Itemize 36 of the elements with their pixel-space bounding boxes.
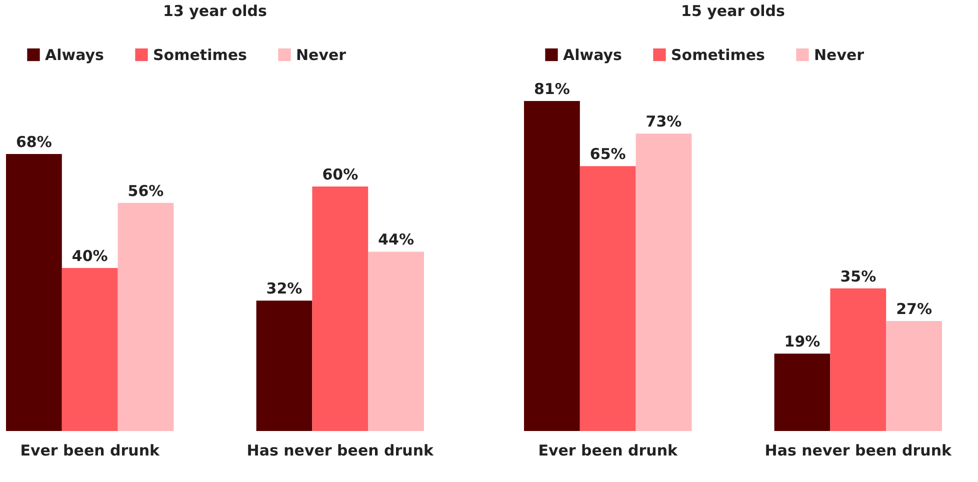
bar (636, 134, 692, 431)
data-label: 35% (840, 267, 876, 286)
legend-label: Never (296, 46, 347, 64)
bar (368, 252, 424, 431)
legend-label: Sometimes (671, 46, 766, 64)
data-label: 56% (128, 182, 164, 200)
data-label: 19% (784, 332, 820, 351)
data-label: 40% (72, 247, 108, 266)
bar (524, 101, 580, 431)
chart-title: 15 year olds (681, 2, 786, 20)
bar (886, 321, 942, 431)
bar (580, 166, 636, 431)
data-label: 73% (646, 112, 682, 131)
legend-label: Never (814, 46, 865, 64)
legend-label: Sometimes (153, 46, 248, 64)
data-label: 60% (322, 166, 358, 184)
bar (830, 288, 886, 431)
x-tick-label: Has never been drunk (246, 442, 435, 460)
x-tick-label: Ever been drunk (538, 442, 679, 460)
data-label: 65% (590, 145, 626, 164)
data-label: 68% (16, 132, 52, 151)
data-label: 32% (266, 280, 302, 298)
bar (256, 300, 312, 431)
x-tick-label: Ever been drunk (20, 442, 161, 460)
data-label: 44% (378, 230, 414, 249)
legend-label: Always (45, 46, 104, 64)
bar (62, 268, 118, 431)
data-label: 27% (896, 300, 932, 318)
bar (6, 154, 62, 431)
legend-label: Always (563, 46, 622, 64)
x-tick-label: Has never been drunk (764, 442, 953, 460)
bar (312, 186, 368, 431)
bar (774, 354, 830, 431)
chart-title: 13 year olds (163, 2, 268, 20)
bar (118, 202, 174, 431)
data-label: 81% (534, 80, 570, 98)
